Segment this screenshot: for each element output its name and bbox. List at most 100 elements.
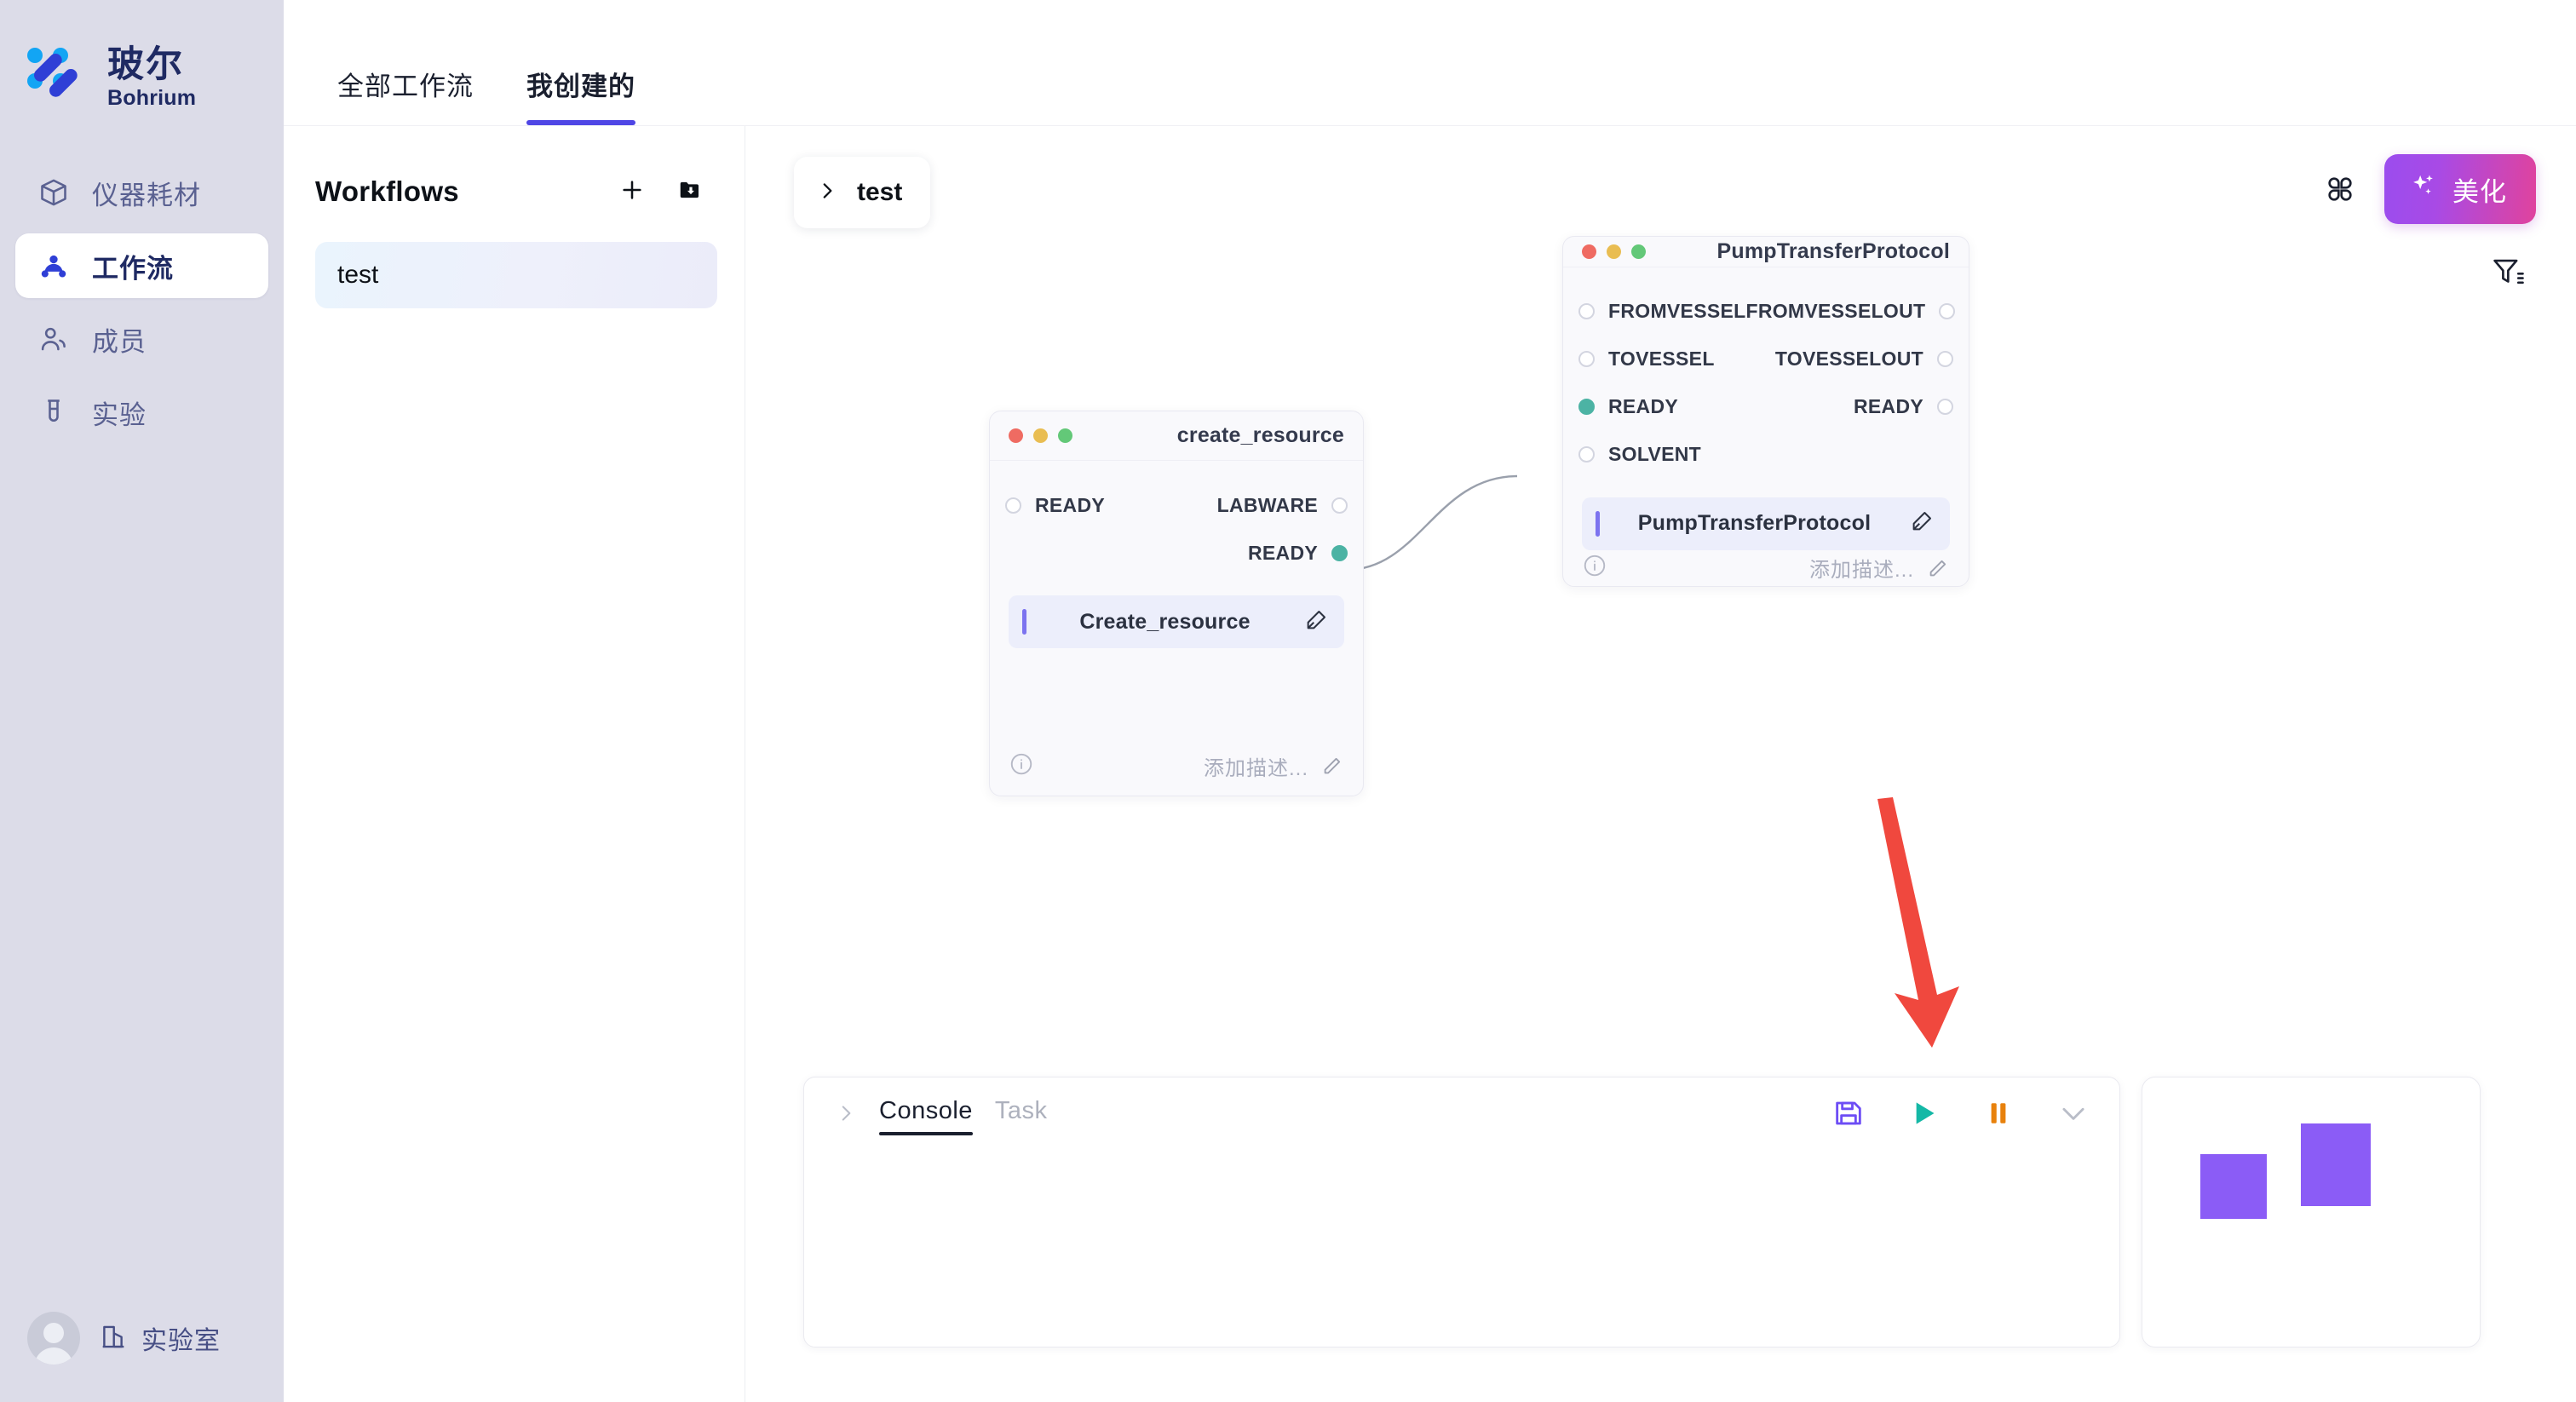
tab-task[interactable]: Task <box>994 1096 1048 1124</box>
node-description-placeholder[interactable]: 添加描述... <box>1203 756 1308 780</box>
minimize-dot-icon[interactable] <box>1033 428 1048 443</box>
node-pump-transfer-protocol[interactable]: PumpTransferProtocol FROMVESSEL FROMVESS… <box>1562 236 1969 587</box>
port-handle-icon[interactable] <box>1937 351 1953 368</box>
port-input[interactable]: READY <box>1578 395 1678 418</box>
chevron-right-icon[interactable] <box>816 180 838 206</box>
close-dot-icon[interactable] <box>1582 244 1596 259</box>
workflow-list-item-test[interactable]: test <box>315 242 717 308</box>
minimap-node-create-resource[interactable] <box>2200 1154 2267 1219</box>
node-header[interactable]: create_resource <box>990 411 1363 461</box>
port-label: TOVESSEL <box>1608 348 1715 371</box>
breadcrumb[interactable]: test <box>794 157 930 228</box>
close-dot-icon[interactable] <box>1009 428 1023 443</box>
port-handle-icon[interactable] <box>1937 399 1953 416</box>
sidebar-item-workflow[interactable]: 工作流 <box>15 233 268 298</box>
save-button[interactable] <box>1828 1095 1869 1135</box>
port-input[interactable]: READY <box>1005 494 1105 517</box>
run-button[interactable] <box>1903 1095 1944 1135</box>
console-panel: Console Task <box>803 1077 2120 1347</box>
sparkle-icon <box>2408 171 2437 207</box>
node-title: create_resource <box>1176 423 1344 447</box>
brand-name-cn: 玻尔 <box>107 43 184 85</box>
port-label: READY <box>1853 395 1923 418</box>
port-handle-icon[interactable] <box>1331 544 1348 561</box>
port-handle-icon[interactable] <box>1578 351 1595 368</box>
console-toolbar: Console Task <box>804 1077 2119 1152</box>
edit-square-icon[interactable] <box>1303 607 1329 637</box>
canvas-minimap[interactable] <box>2142 1077 2481 1347</box>
grid-apps-icon[interactable] <box>2318 167 2362 211</box>
chevron-down-icon <box>2057 1097 2090 1134</box>
maximize-dot-icon[interactable] <box>1058 428 1072 443</box>
brand-logo-area[interactable]: 玻尔 Bohrium <box>0 0 284 128</box>
port-input[interactable]: TOVESSEL <box>1578 348 1715 371</box>
port-handle-icon[interactable] <box>1939 303 1956 320</box>
lab-switcher[interactable]: 实验室 <box>99 1319 221 1357</box>
chip-accent-bar <box>1022 609 1026 635</box>
port-input[interactable]: FROMVESSEL <box>1578 300 1745 323</box>
pencil-icon[interactable] <box>1926 556 1950 580</box>
node-footer: 添加描述... <box>1563 550 1969 586</box>
node-footer: 添加描述... <box>990 736 1363 796</box>
beautify-button[interactable]: 美化 <box>2384 154 2536 224</box>
sidebar-item-instruments[interactable]: 仪器耗材 <box>15 160 268 225</box>
port-handle-icon[interactable] <box>1331 497 1348 514</box>
box-icon <box>37 176 70 209</box>
filter-button[interactable] <box>2486 251 2530 296</box>
port-row: READY LABWARE <box>990 481 1363 529</box>
edge-ready-to-ready <box>1346 474 1518 572</box>
workflow-panel-title: Workflows <box>315 175 459 207</box>
port-output[interactable]: READY <box>1248 542 1348 565</box>
folder-download-icon <box>677 177 703 207</box>
workflow-panel-header: Workflows <box>315 160 717 223</box>
window-dots <box>1009 428 1072 443</box>
port-handle-icon[interactable] <box>1578 399 1595 416</box>
port-input[interactable]: SOLVENT <box>1578 443 1701 466</box>
port-handle-icon[interactable] <box>1005 497 1021 514</box>
port-handle-icon[interactable] <box>1578 446 1595 463</box>
sidebar-nav: 仪器耗材 工作流 <box>0 160 284 445</box>
node-header[interactable]: PumpTransferProtocol <box>1563 237 1969 267</box>
pencil-icon[interactable] <box>1320 754 1344 778</box>
play-icon <box>1906 1096 1941 1135</box>
node-description-placeholder[interactable]: 添加描述... <box>1808 559 1914 583</box>
add-workflow-button[interactable] <box>605 168 659 215</box>
node-chip-create-resource[interactable]: Create_resource <box>1009 595 1344 648</box>
chip-label: PumpTransferProtocol <box>1637 511 1872 536</box>
port-handle-icon[interactable] <box>1578 303 1595 320</box>
save-icon <box>1831 1096 1866 1135</box>
edit-square-icon[interactable] <box>1909 509 1935 538</box>
minimap-node-pump-transfer-protocol[interactable] <box>2301 1123 2371 1206</box>
maximize-dot-icon[interactable] <box>1631 244 1646 259</box>
port-row: READY READY <box>1563 383 1969 431</box>
minimize-dot-icon[interactable] <box>1607 244 1621 259</box>
user-avatar-icon[interactable] <box>27 1312 80 1365</box>
canvas-toolbar: 美化 <box>2318 154 2536 224</box>
pause-button[interactable] <box>1978 1095 2019 1135</box>
chip-label: Create_resource <box>1079 609 1251 634</box>
sidebar: 玻尔 Bohrium 仪器耗材 <box>0 0 284 1402</box>
port-output[interactable]: READY <box>1854 395 1953 418</box>
import-workflow-button[interactable] <box>663 168 717 215</box>
sidebar-item-members[interactable]: 成员 <box>15 307 268 371</box>
console-collapse-icon[interactable] <box>835 1102 857 1129</box>
sidebar-item-experiment[interactable]: 实验 <box>15 380 268 445</box>
node-chip-pump-transfer-protocol[interactable]: PumpTransferProtocol <box>1582 497 1950 550</box>
info-circle-icon[interactable] <box>1009 751 1034 781</box>
port-output[interactable]: FROMVESSELOUT <box>1745 300 1956 323</box>
info-circle-icon[interactable] <box>1582 553 1607 583</box>
tab-all-workflows[interactable]: 全部工作流 <box>337 72 474 101</box>
port-label: LABWARE <box>1216 493 1318 516</box>
collapse-console-button[interactable] <box>2053 1095 2094 1135</box>
tab-console[interactable]: Console <box>879 1097 973 1135</box>
port-output[interactable]: TOVESSELOUT <box>1775 348 1953 371</box>
node-create-resource[interactable]: create_resource READY LABWARE READY <box>989 411 1364 796</box>
port-label: TOVESSELOUT <box>1774 348 1923 371</box>
window-dots <box>1582 244 1646 259</box>
node-title: PumpTransferProtocol <box>1716 238 1950 263</box>
node-body: FROMVESSEL FROMVESSELOUT TOVESSEL TOVESS… <box>1563 267 1969 550</box>
tab-my-created[interactable]: 我创建的 <box>526 65 635 125</box>
pause-icon <box>1983 1098 2014 1133</box>
port-output[interactable]: LABWARE <box>1217 494 1348 517</box>
